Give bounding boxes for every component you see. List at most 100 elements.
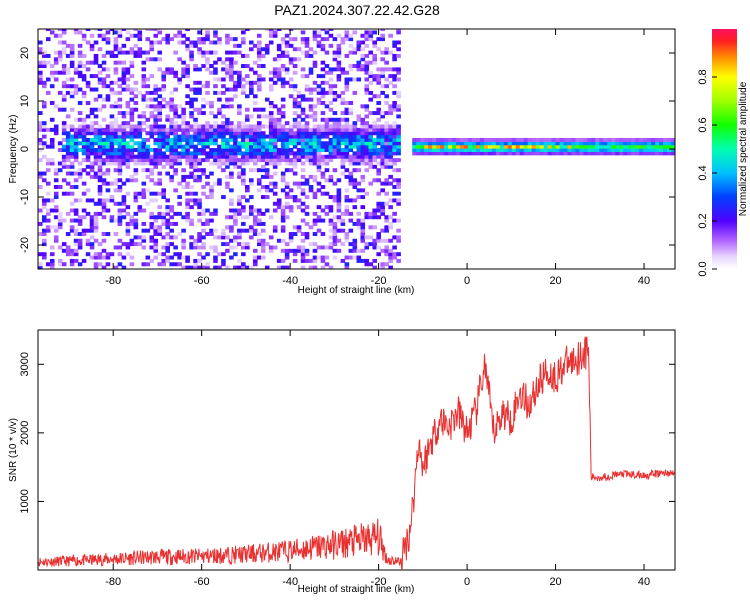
spectrogram-cell: [245, 215, 250, 220]
spectrogram-cell: [336, 198, 342, 203]
spectrogram-cell: [356, 141, 362, 146]
spectrogram-cell: [368, 225, 374, 230]
spectrogram-cell: [41, 215, 47, 220]
spectrogram-cell: [392, 141, 397, 146]
spectrogram-cell: [324, 148, 330, 152]
spectrogram-x-tick-label: -80: [105, 275, 121, 287]
spectrogram-cell: [61, 124, 67, 129]
spectrogram-cell: [173, 144, 178, 149]
spectrogram-cell: [101, 265, 107, 269]
spectrogram-cell: [61, 30, 67, 35]
spectrogram-cell: [141, 74, 147, 79]
spectrogram-cell: [237, 265, 242, 269]
spectrogram-cell: [432, 151, 437, 156]
spectrogram-cell: [304, 221, 310, 226]
spectrogram-cell: [233, 144, 238, 149]
spectrogram-cell: [304, 40, 310, 45]
spectrogram-cell: [352, 185, 358, 189]
spectrogram-cell: [153, 238, 159, 243]
spectrogram-cell: [189, 191, 194, 196]
spectrogram-cell: [268, 137, 274, 142]
spectrogram-cell: [463, 137, 469, 142]
spectrogram-cell: [376, 171, 381, 176]
spectrogram-cell: [428, 141, 433, 146]
spectrogram-cell: [85, 29, 91, 32]
spectrogram-ylabel: Frequency (Hz): [8, 115, 19, 184]
spectrogram-cell: [45, 208, 51, 213]
spectrogram-cell: [197, 258, 202, 263]
spectrogram-cell: [396, 181, 401, 186]
spectrogram-cell: [73, 248, 79, 253]
spectrogram-cell: [352, 221, 358, 226]
spectrogram-cell: [49, 225, 55, 230]
spectrogram-cell: [197, 161, 202, 166]
spectrogram-cell: [583, 148, 589, 152]
spectrogram-cell: [320, 245, 326, 250]
spectrogram-cell: [360, 225, 366, 230]
spectrogram-cell: [328, 265, 334, 269]
spectrogram-cell: [125, 67, 131, 72]
spectrogram-cell: [181, 215, 186, 220]
spectrogram-cell: [252, 107, 258, 112]
spectrogram-cell: [272, 181, 278, 186]
spectrogram-cell: [85, 144, 91, 149]
spectrogram-cell: [145, 37, 151, 42]
spectrogram-cell: [364, 90, 370, 95]
spectrogram-cell: [225, 164, 230, 169]
spectrogram-cell: [388, 205, 393, 210]
spectrogram-cell: [53, 60, 59, 65]
spectrogram-cell: [356, 60, 362, 65]
spectrogram-cell: [380, 201, 385, 206]
spectrogram-cell: [368, 164, 374, 169]
spectrogram-cell: [292, 161, 298, 166]
spectrogram-cell: [304, 84, 310, 89]
spectrogram-cell: [217, 97, 222, 102]
spectrogram-cell: [217, 131, 222, 136]
spectrogram-cell: [356, 168, 362, 173]
spectrogram-cell: [73, 67, 79, 72]
spectrogram-cell: [225, 37, 230, 42]
spectrogram-cell: [320, 148, 326, 152]
spectrogram-cell: [153, 228, 159, 233]
spectrogram-cell: [165, 248, 170, 253]
spectrogram-cell: [237, 70, 242, 75]
spectrogram-cell: [241, 171, 246, 176]
spectrogram-cell: [372, 124, 378, 129]
spectrogram-cell: [57, 40, 63, 45]
spectrogram-cell: [121, 127, 127, 132]
spectrogram-cell: [77, 101, 83, 105]
spectrogram-cell: [85, 211, 91, 216]
spectrogram-cell: [420, 151, 425, 156]
spectrogram-cell: [69, 151, 75, 156]
colorbar-gradient: [712, 29, 737, 269]
spectrogram-cell: [165, 208, 170, 213]
spectrogram-cell: [161, 127, 166, 132]
spectrogram-cell: [73, 185, 79, 189]
spectrogram-cell: [61, 248, 67, 253]
spectrogram-cell: [392, 90, 397, 95]
spectrogram-cell: [368, 111, 374, 116]
spectrogram-cell: [205, 90, 210, 95]
spectrogram-cell: [193, 127, 198, 132]
spectrogram-cell: [85, 60, 91, 65]
spectrogram-cell: [157, 40, 163, 45]
colorbar-ticks: 0.00.20.40.60.8: [697, 69, 717, 277]
spectrogram-cell: [125, 242, 131, 247]
spectrogram-cell: [153, 87, 159, 92]
spectrogram-cell: [81, 64, 87, 68]
snr-x-tick-label: -80: [105, 576, 121, 588]
spectrogram-cell: [189, 111, 194, 116]
spectrogram-cell: [340, 131, 346, 136]
spectrogram-cell: [93, 134, 99, 139]
spectrogram-cell: [344, 141, 350, 146]
spectrogram-cell: [157, 107, 163, 112]
spectrogram-cell: [551, 151, 557, 156]
spectrogram-cell: [165, 117, 170, 122]
spectrogram-cell: [109, 127, 115, 132]
spectrogram-cell: [221, 127, 226, 132]
spectrogram-cell: [157, 117, 163, 122]
spectrogram-cell: [201, 127, 206, 132]
spectrogram-cell: [125, 221, 131, 226]
spectrogram-cell: [133, 154, 139, 159]
spectrogram-cell: [61, 29, 67, 32]
